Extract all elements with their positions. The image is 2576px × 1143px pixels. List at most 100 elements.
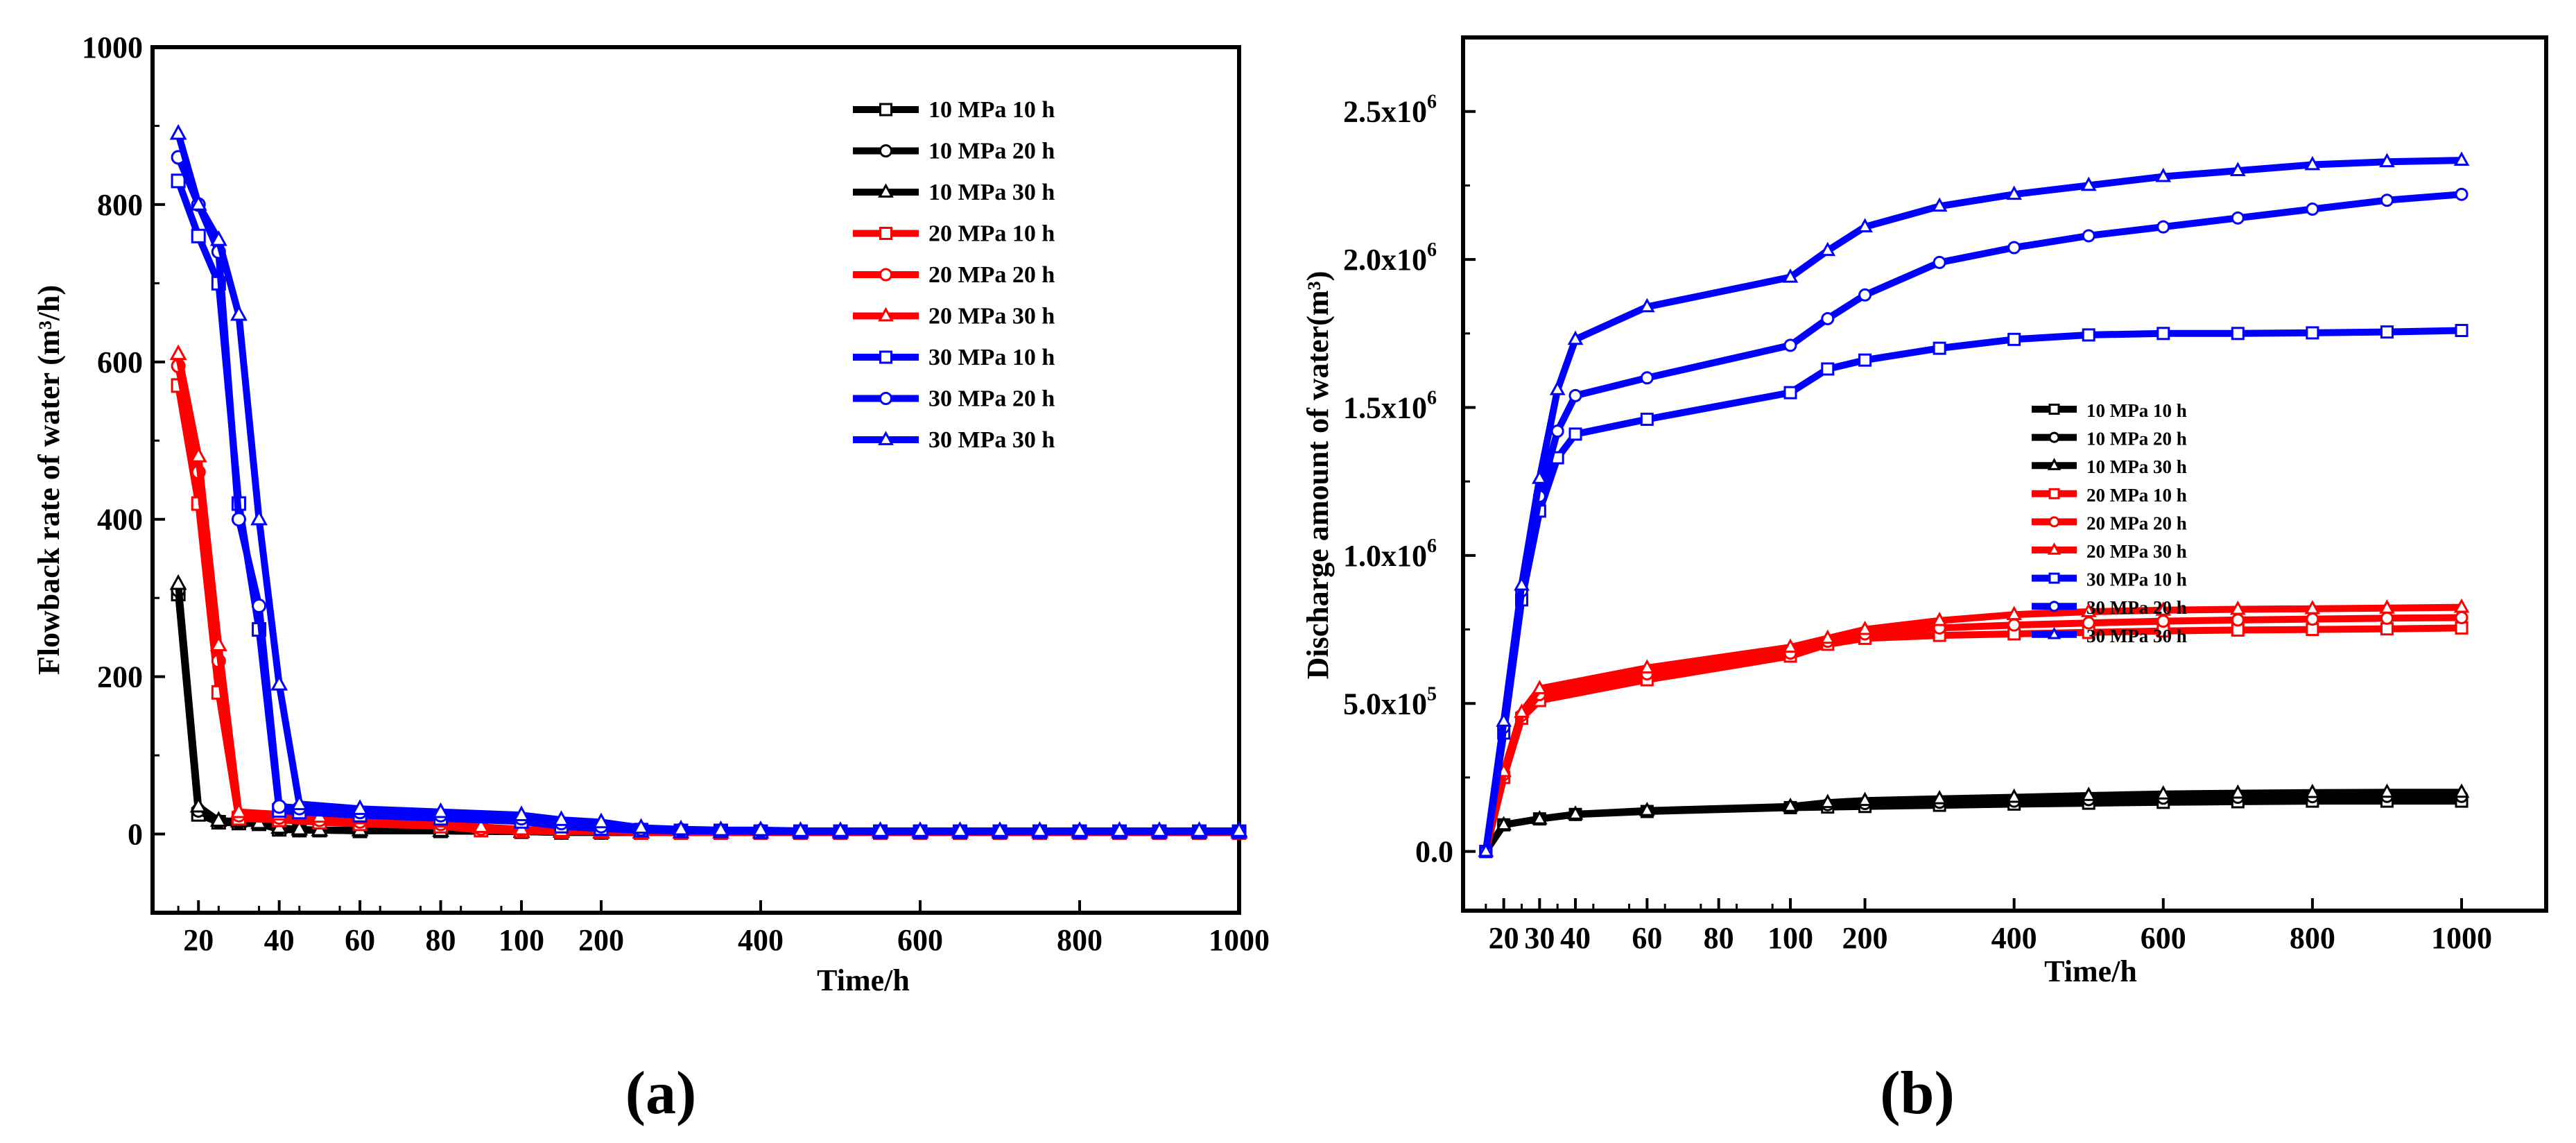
data-point-20-mpa-10-h bbox=[2380, 622, 2394, 636]
data-point-30-mpa-30-h bbox=[1931, 197, 1948, 212]
legend-label: 10 MPa 20 h bbox=[928, 139, 1055, 164]
data-point-30-mpa-30-h bbox=[169, 123, 187, 140]
data-point-10-mpa-30-h bbox=[169, 574, 187, 590]
data-point-10-mpa-30-h bbox=[2379, 783, 2395, 798]
x-tick-label: 80 bbox=[426, 923, 456, 957]
data-point-30-mpa-30-h bbox=[792, 821, 809, 837]
data-point-30-mpa-20-h bbox=[2455, 187, 2469, 201]
data-point-20-mpa-30-h bbox=[169, 344, 187, 361]
data-point-30-mpa-30-h bbox=[209, 230, 227, 246]
x-tick-label: 200 bbox=[578, 923, 624, 957]
data-point-30-mpa-20-h bbox=[1821, 311, 1835, 325]
x-tick-label: 1000 bbox=[2431, 921, 2492, 955]
legend-marker-20-mpa-30-h bbox=[2047, 542, 2061, 555]
data-point-10-mpa-30-h bbox=[209, 811, 227, 827]
y-tick-exponent: 6 bbox=[1427, 535, 1437, 557]
panel-b-discharge-amount-chart: 20 30 40 60 80 100 200 400 600 800 1000 0.0 5.0x105 1… bbox=[1301, 35, 2548, 1127]
data-point-30-mpa-20-h bbox=[2380, 194, 2394, 207]
data-point-30-mpa-30-h bbox=[2155, 167, 2172, 182]
legend-label: 20 MPa 10 h bbox=[928, 221, 1055, 247]
data-point-30-mpa-20-h bbox=[1783, 338, 1797, 352]
series-line-30-mpa-20-h bbox=[175, 155, 1239, 836]
legend-marker-10-mpa-30-h bbox=[2047, 458, 2061, 470]
data-point-30-mpa-30-h bbox=[872, 821, 889, 837]
data-point-30-mpa-30-h bbox=[351, 799, 369, 815]
data-point-30-mpa-10-h bbox=[1640, 413, 1654, 427]
y-tick-label: 600 bbox=[97, 345, 143, 379]
x-axis-ticks: 20 30 40 60 80 100 200 400 600 800 1000 bbox=[1485, 898, 2492, 955]
data-point-30-mpa-10-h bbox=[2156, 327, 2170, 341]
legend: 10 MPa 10 h 10 MPa 20 h 10 MPa 30 h 20 MPa … bbox=[2032, 400, 2187, 646]
data-point-30-mpa-20-h bbox=[1550, 424, 1564, 438]
data-point-20-mpa-20-h bbox=[2231, 613, 2245, 627]
data-point-30-mpa-20-h bbox=[252, 599, 267, 614]
data-point-30-mpa-30-h bbox=[2304, 155, 2321, 171]
x-tick-label: 80 bbox=[1704, 921, 1734, 955]
data-point-10-mpa-30-h bbox=[2155, 785, 2172, 800]
data-point-20-mpa-30-h bbox=[2006, 605, 2023, 621]
x-tick-label: 400 bbox=[1991, 921, 2037, 955]
data-point-30-mpa-30-h bbox=[1031, 821, 1048, 837]
panel-caption: (b) bbox=[1880, 1060, 1955, 1127]
x-tick-label: 100 bbox=[1767, 921, 1813, 955]
legend-label: 30 MPa 30 h bbox=[928, 427, 1055, 453]
data-point-30-mpa-30-h bbox=[230, 304, 248, 321]
data-point-30-mpa-30-h bbox=[1782, 268, 1799, 283]
data-point-10-mpa-30-h bbox=[2080, 787, 2097, 801]
data-point-30-mpa-30-h bbox=[1150, 821, 1168, 837]
data-point-30-mpa-20-h bbox=[2156, 220, 2170, 234]
series-line-30-mpa-30-h bbox=[1482, 157, 2462, 852]
y-tick-mantissa: 2.0x10 bbox=[1343, 243, 1427, 277]
data-point-20-mpa-30-h bbox=[2379, 599, 2395, 614]
y-tick-mantissa: 1.0x10 bbox=[1343, 539, 1427, 573]
series-line-20-mpa-10-h bbox=[1482, 624, 2462, 852]
y-tick-mantissa: 0.0 bbox=[1415, 835, 1453, 869]
series-line-20-mpa-30-h bbox=[1482, 603, 2462, 852]
data-point-30-mpa-10-h bbox=[2306, 326, 2319, 340]
data-point-30-mpa-30-h bbox=[1549, 381, 1566, 395]
legend-label: 30 MPa 20 h bbox=[2086, 597, 2187, 618]
y-tick-label: 400 bbox=[97, 503, 143, 537]
x-tick-label: 100 bbox=[499, 923, 544, 957]
series-line-20-mpa-20-h bbox=[175, 365, 1239, 836]
data-point-20-mpa-30-h bbox=[189, 447, 207, 463]
legend-label: 10 MPa 10 h bbox=[2086, 400, 2187, 421]
y-tick-label: 2.0x106 bbox=[1343, 239, 1437, 277]
y-tick-mantissa: 1.5x10 bbox=[1343, 390, 1427, 424]
data-point-20-mpa-20-h bbox=[2455, 610, 2469, 624]
data-point-20-mpa-30-h bbox=[2453, 598, 2470, 613]
y-tick-mantissa: 5.0x10 bbox=[1343, 687, 1427, 721]
x-tick-label: 800 bbox=[2290, 921, 2335, 955]
data-point-10-mpa-30-h bbox=[2229, 784, 2246, 799]
data-point-20-mpa-20-h bbox=[2007, 618, 2021, 632]
series-line-30-mpa-20-h bbox=[1482, 191, 2462, 852]
data-point-30-mpa-30-h bbox=[2080, 176, 2097, 191]
legend: 10 MPa 10 h 10 MPa 20 h 10 MPa 30 h 20 MPa … bbox=[853, 97, 1055, 453]
data-point-10-mpa-30-h bbox=[1496, 816, 1512, 831]
x-tick-label: 60 bbox=[1632, 921, 1662, 955]
data-point-30-mpa-30-h bbox=[270, 675, 288, 691]
data-point-30-mpa-20-h bbox=[1933, 255, 1946, 269]
data-point-20-mpa-30-h bbox=[2080, 603, 2097, 617]
data-point-20-mpa-20-h bbox=[2380, 611, 2394, 625]
data-point-20-mpa-30-h bbox=[1639, 659, 1655, 673]
data-point-30-mpa-30-h bbox=[1819, 241, 1836, 257]
data-point-10-mpa-30-h bbox=[2453, 783, 2470, 798]
legend-label: 30 MPa 20 h bbox=[928, 386, 1055, 412]
x-tick-label: 200 bbox=[1842, 921, 1888, 955]
series-line-10-mpa-10-h bbox=[175, 594, 1239, 836]
data-point-30-mpa-20-h bbox=[272, 799, 287, 814]
data-point-20-mpa-30-h bbox=[1782, 638, 1799, 653]
x-tick-label: 400 bbox=[738, 923, 784, 957]
legend-label: 20 MPa 30 h bbox=[928, 304, 1055, 329]
x-tick-label: 1000 bbox=[1209, 923, 1270, 957]
x-tick-label: 30 bbox=[1524, 921, 1555, 955]
data-point-30-mpa-10-h bbox=[1783, 386, 1797, 399]
data-point-20-mpa-20-h bbox=[2306, 612, 2319, 626]
legend-label: 30 MPa 10 h bbox=[928, 345, 1055, 370]
panel-caption: (a) bbox=[625, 1060, 697, 1127]
y-tick-exponent: 6 bbox=[1427, 387, 1437, 409]
data-point-30-mpa-10-h bbox=[1568, 427, 1582, 441]
data-point-10-mpa-30-h bbox=[1931, 789, 1948, 805]
legend-label: 30 MPa 30 h bbox=[2086, 626, 2187, 646]
